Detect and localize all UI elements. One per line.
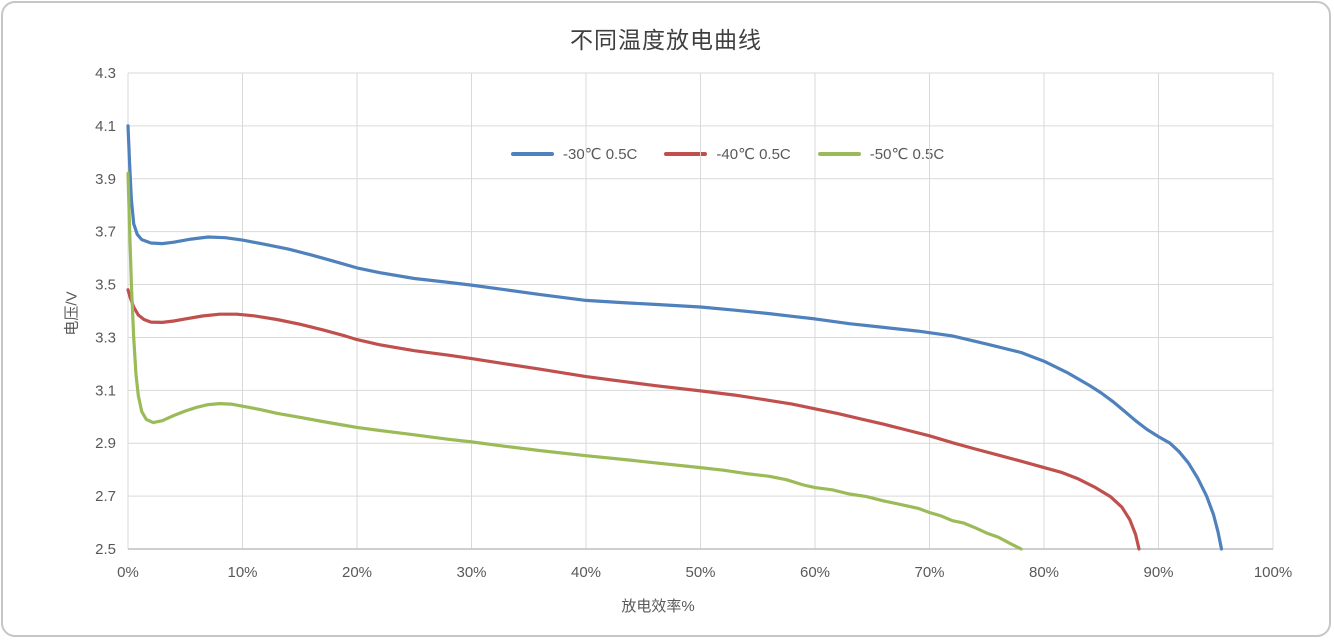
y-tick-label: 3.3 (95, 329, 116, 346)
legend-item-1: -40℃ 0.5C (664, 145, 791, 163)
series-line-2 (126, 171, 1023, 551)
legend: -30℃ 0.5C -40℃ 0.5C -50℃ 0.5C (511, 145, 944, 163)
y-tick-label: 3.9 (95, 171, 116, 188)
y-tick-label: 2.9 (95, 435, 116, 452)
legend-line-swatch (664, 152, 708, 156)
legend-label: -40℃ 0.5C (716, 146, 791, 163)
y-tick-label: 3.7 (95, 224, 116, 241)
x-tick-label: 50% (685, 564, 715, 581)
x-tick-label: 20% (342, 564, 372, 581)
legend-label: -50℃ 0.5C (869, 146, 945, 163)
legend-line-swatch (817, 152, 861, 156)
y-tick-label: 3.1 (95, 382, 116, 399)
x-tick-label: 40% (571, 564, 601, 581)
y-tick-label: 2.5 (95, 541, 116, 558)
x-axis-title: 放电效率% (621, 598, 695, 615)
y-tick-label: 4.3 (95, 65, 116, 82)
x-tick-label: 30% (456, 564, 486, 581)
chart-title: 不同温度放电曲线 (570, 27, 762, 53)
x-tick-label: 70% (914, 564, 944, 581)
x-tick-label: 80% (1029, 564, 1059, 581)
series-line-1 (126, 288, 1141, 551)
legend-line-swatch (511, 152, 554, 156)
y-axis-title: 电压/V (63, 291, 81, 336)
x-tick-label: 10% (227, 564, 257, 581)
y-tick-label: 4.1 (95, 118, 116, 135)
x-tick-label: 60% (800, 564, 830, 581)
legend-label: -30℃ 0.5C (563, 146, 638, 163)
y-tick-label: 3.5 (95, 277, 116, 294)
legend-item-0: -30℃ 0.5C (511, 145, 637, 163)
legend-item-2: -50℃ 0.5C (817, 145, 945, 163)
series-line-0 (126, 124, 1224, 551)
x-tick-label: 0% (117, 564, 139, 581)
plot-svg: 0% 10% 20% 30% 40% 50% 60% 70% 80% 90% 100% 2.5 2.7 2… (95, 65, 1292, 581)
y-tick-label: 2.7 (95, 488, 116, 505)
x-tick-label: 100% (1254, 564, 1292, 581)
x-tick-label: 90% (1143, 564, 1173, 581)
